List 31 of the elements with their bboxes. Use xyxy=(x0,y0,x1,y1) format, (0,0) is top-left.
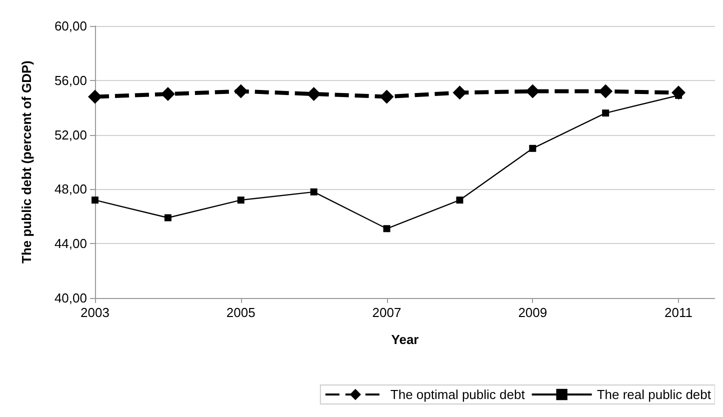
point xyxy=(237,196,244,204)
point xyxy=(602,110,610,117)
y-tick-label: 40,00 xyxy=(54,290,87,306)
y-tick-label: 48,00 xyxy=(54,182,87,197)
x-tick-label: 2009 xyxy=(518,305,548,320)
y-tick-label: 44,00 xyxy=(54,236,87,252)
point xyxy=(529,144,536,152)
point xyxy=(164,214,172,222)
point xyxy=(598,84,613,98)
x-tick-label: 2007 xyxy=(372,305,402,320)
point xyxy=(452,86,467,100)
point xyxy=(234,84,248,98)
point xyxy=(380,90,394,104)
point xyxy=(456,196,464,204)
x-axis-title: Year xyxy=(391,332,419,347)
legend-label: The real public debt xyxy=(596,387,712,402)
legend-label: The optimal public debt xyxy=(390,387,526,402)
point xyxy=(160,87,175,101)
point xyxy=(526,84,540,98)
y-axis-title: The public debt (percent of GDP) xyxy=(19,60,34,264)
x-tick-label: 2011 xyxy=(664,305,693,320)
y-tick-label: 60,00 xyxy=(54,18,87,34)
point xyxy=(88,90,102,104)
point xyxy=(306,87,321,101)
x-tick-label: 2005 xyxy=(226,305,256,320)
y-tick-label: 56,00 xyxy=(54,72,87,88)
y-tick-label: 52,00 xyxy=(54,127,87,142)
x-tick-label: 2003 xyxy=(80,305,110,320)
point xyxy=(310,188,318,196)
point xyxy=(383,225,390,232)
point xyxy=(92,196,98,204)
